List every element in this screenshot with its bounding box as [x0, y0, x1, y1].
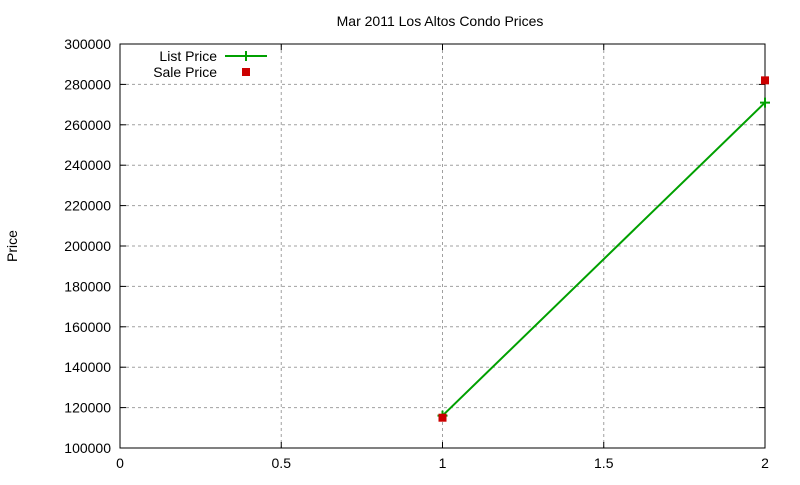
ticks: 100000 120000 140000 160000 180000 200000 2200…	[64, 36, 769, 471]
y-axis-label: Price	[4, 230, 20, 262]
y-tick-label: 100000	[64, 440, 111, 456]
chart-title: Mar 2011 Los Altos Condo Prices	[337, 13, 544, 29]
series-line-list-price	[441, 101, 766, 417]
y-tick-label: 280000	[64, 76, 111, 92]
y-tick-label: 140000	[64, 359, 111, 375]
x-tick-label: 2	[761, 455, 769, 471]
series	[437, 76, 770, 422]
y-tick-label: 200000	[64, 238, 111, 254]
grid	[120, 44, 765, 448]
x-tick-label: 1	[439, 455, 447, 471]
x-tick-label: 0	[116, 455, 124, 471]
legend-label: Sale Price	[153, 64, 217, 80]
y-tick-label: 240000	[64, 157, 111, 173]
y-tick-label: 220000	[64, 198, 111, 214]
square-marker	[242, 68, 250, 76]
y-tick-label: 180000	[64, 278, 111, 294]
y-tick-label: 300000	[64, 36, 111, 52]
plot-border	[119, 43, 766, 449]
square-marker	[438, 413, 447, 422]
y-tick-label: 160000	[64, 319, 111, 335]
legend-label: List Price	[159, 48, 217, 64]
x-tick-label: 0.5	[272, 455, 292, 471]
plus-marker	[760, 97, 770, 108]
x-tick-label: 1.5	[594, 455, 614, 471]
y-tick-label: 260000	[64, 117, 111, 133]
y-tick-label: 120000	[64, 400, 111, 416]
plus-marker	[241, 51, 251, 61]
square-marker	[761, 76, 769, 85]
